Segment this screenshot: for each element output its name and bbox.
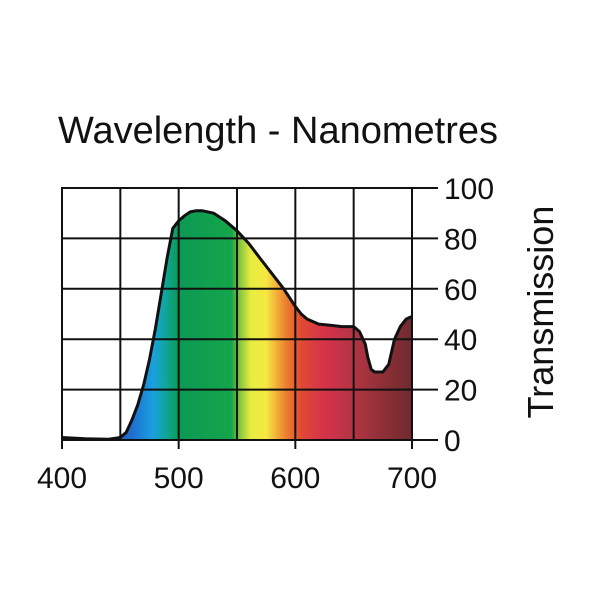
x-tick-label: 500 — [154, 462, 204, 495]
y-tick-label: 40 — [444, 324, 477, 357]
y-axis-label: Transmission — [520, 206, 561, 419]
plot-frame — [61, 187, 413, 441]
y-tick-label: 80 — [444, 223, 477, 256]
x-tick-label: 600 — [270, 462, 320, 495]
y-tick-label: 20 — [444, 375, 477, 408]
y-tick-label: 100 — [444, 173, 494, 206]
chart-title: Wavelength - Nanometres — [58, 110, 498, 152]
y-tick-label: 0 — [444, 425, 461, 458]
transmission-curve — [61, 209, 413, 441]
x-tick-label: 700 — [387, 462, 437, 495]
y-tick-label: 60 — [444, 274, 477, 307]
x-tick-label: 400 — [37, 462, 87, 495]
